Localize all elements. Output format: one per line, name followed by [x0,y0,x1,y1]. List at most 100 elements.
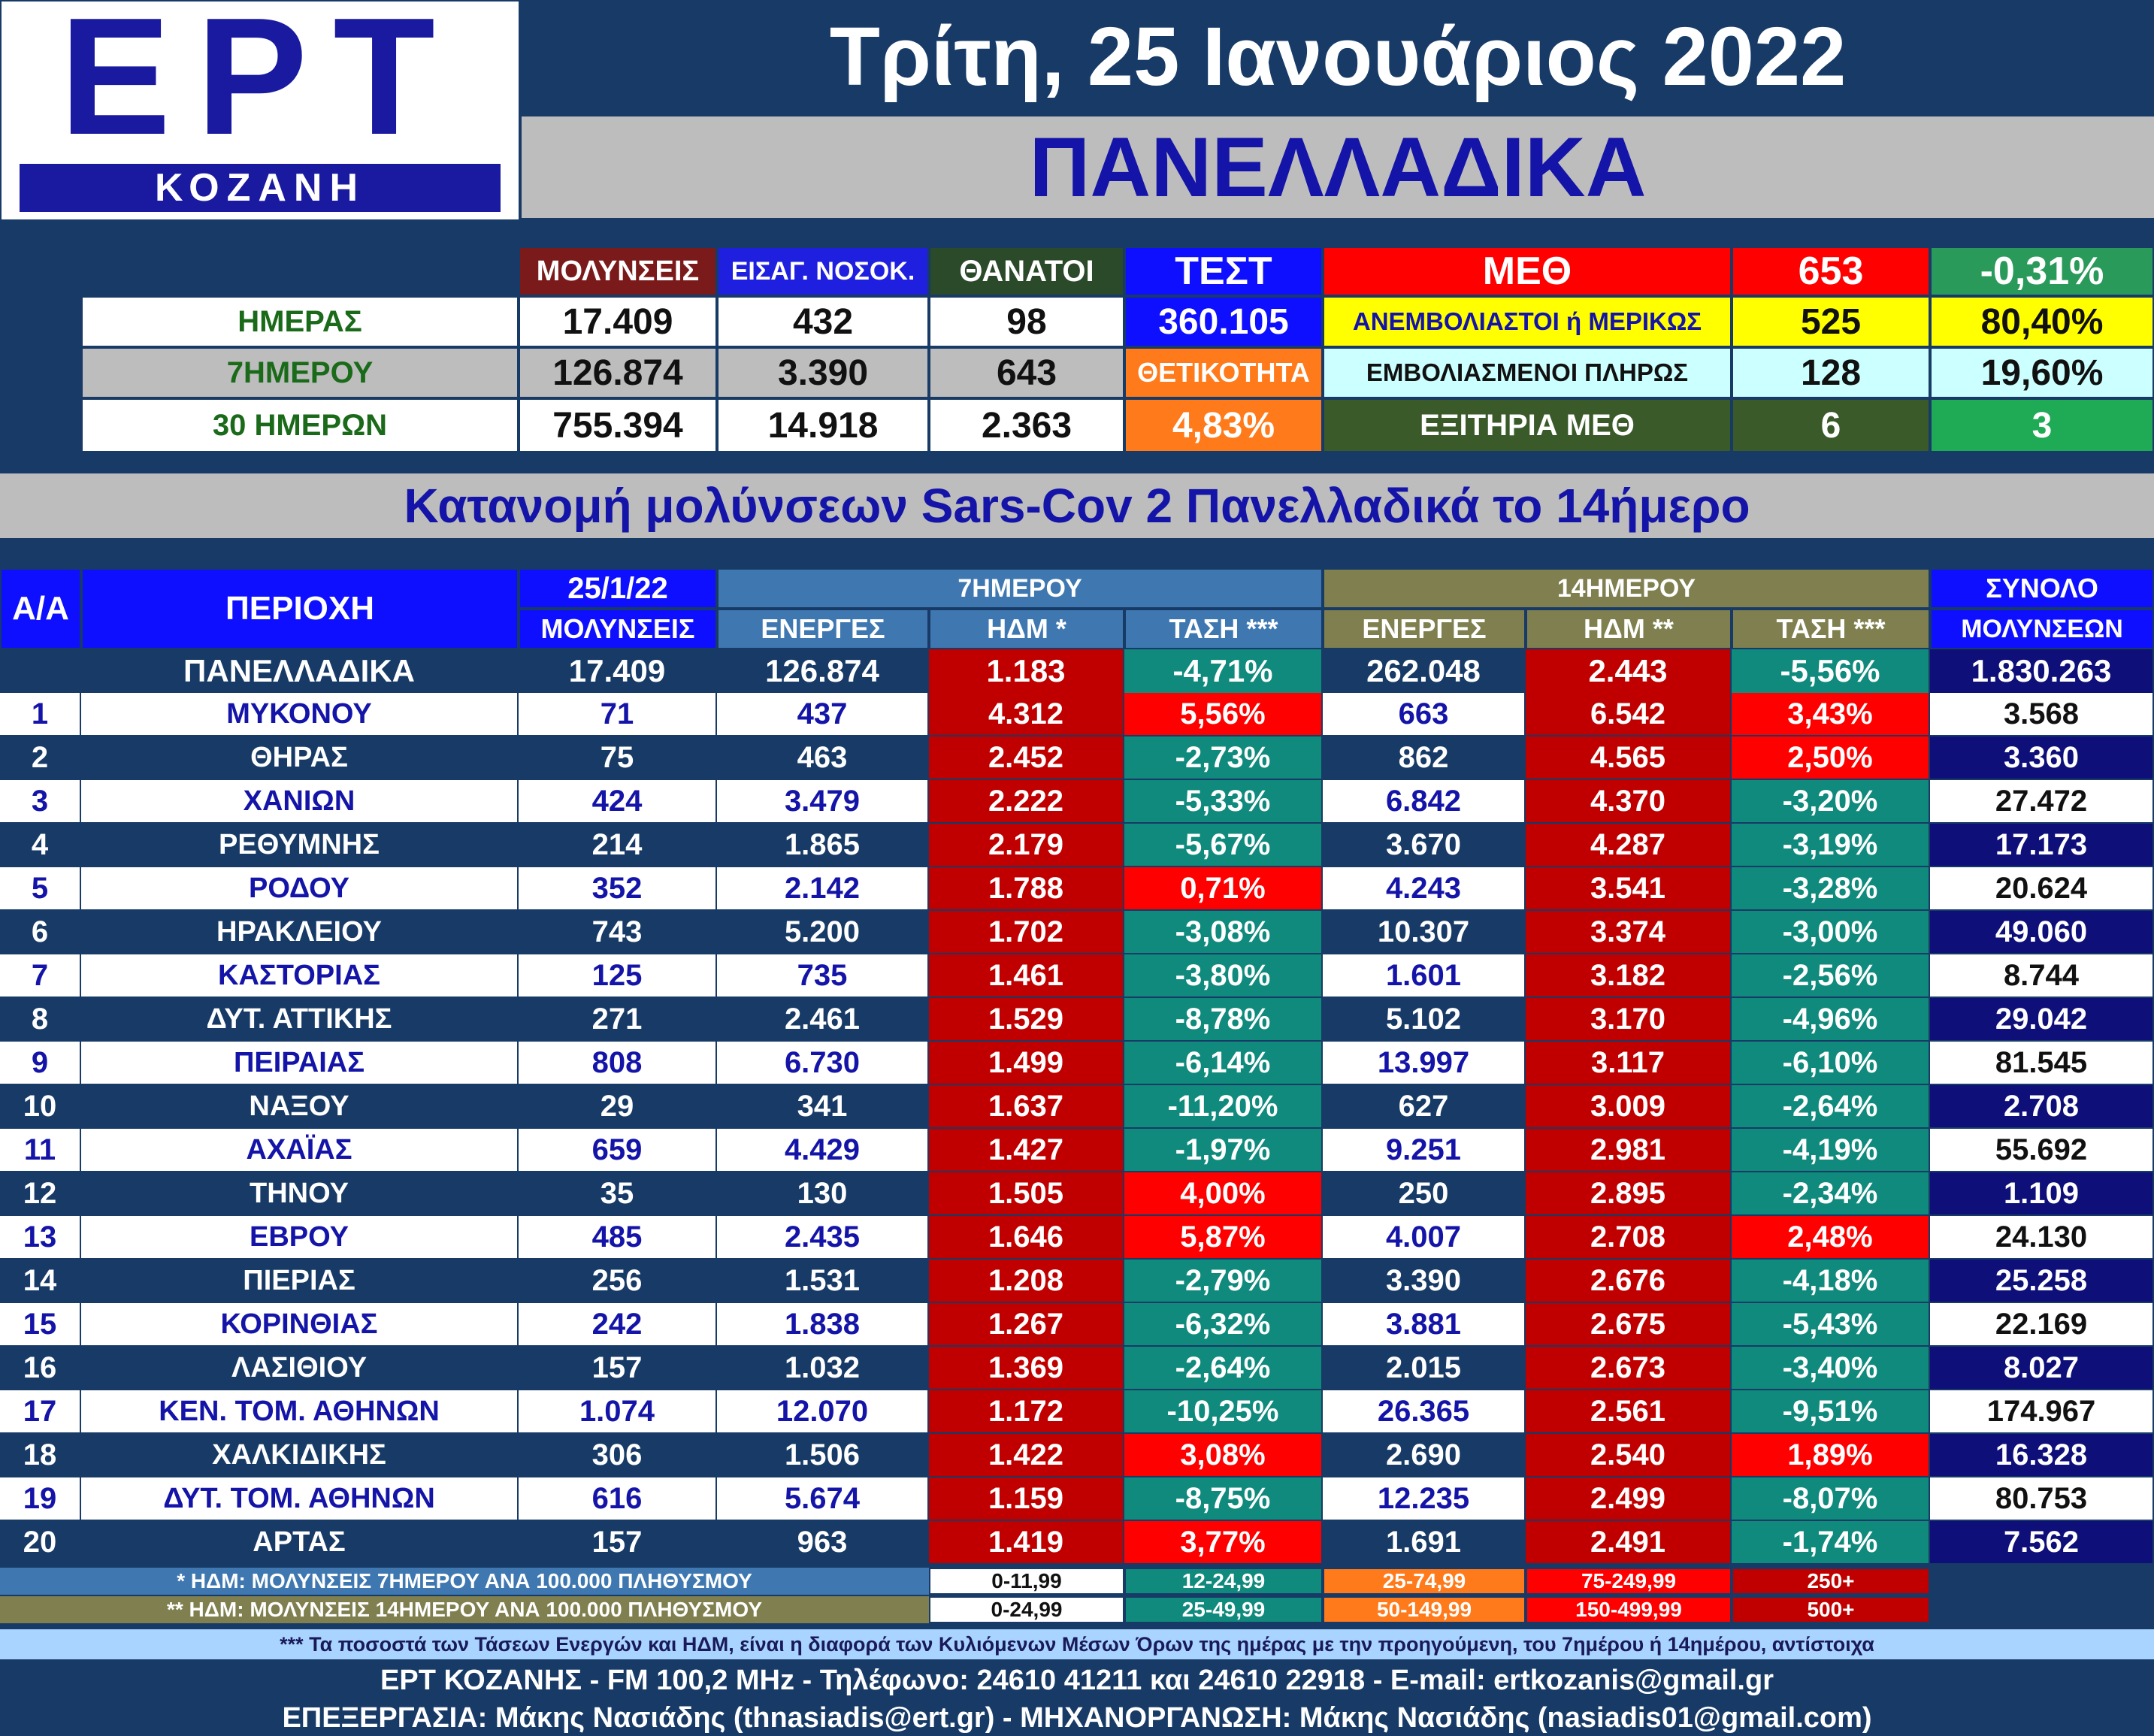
cell-n7: 1.529 [929,998,1124,1040]
cell-n7: 1.208 [929,1260,1124,1302]
cell-n14: 2.561 [1526,1390,1732,1432]
cell-aa: 4 [0,824,81,866]
cell-t14: -4,19% [1732,1129,1930,1171]
header-trend-14: ΤΑΣΗ *** [1732,609,1930,649]
cell-t14: -8,07% [1732,1477,1930,1520]
cell-aa: 2 [0,736,81,779]
cell-t7: -2,73% [1124,736,1323,779]
cell-n14: 2.499 [1526,1477,1732,1520]
header-7day: 7ΗΜΕΡΟΥ [717,568,1323,609]
cell-total: 22.169 [1930,1303,2154,1345]
cell-n7: 1.461 [929,954,1124,997]
cell-t7: -1,97% [1124,1129,1323,1171]
cell-a14: 3.881 [1323,1303,1526,1345]
cell-t7: -2,79% [1124,1260,1323,1302]
summary-month-deaths: 2.363 [929,398,1124,452]
cell-a7: 5.674 [717,1477,929,1520]
cell-n7: 1.646 [929,1216,1124,1258]
cell-t7: -10,25% [1124,1390,1323,1432]
cell-today: 157 [519,1347,717,1389]
cell-aa: 3 [0,780,81,822]
cell-a7: 5.200 [717,911,929,953]
cell-aa: 10 [0,1085,81,1127]
icu-discharges-label: ΕΞΙΤΗΡΙΑ ΜΕΘ [1323,398,1732,452]
cell-a14: 3.670 [1323,824,1526,866]
cell-n7: 1.419 [929,1521,1124,1563]
cell-t7: 4,00% [1124,1172,1323,1214]
cell-n14: 3.117 [1526,1042,1732,1084]
legend-row14-cell: 150-499,99 [1526,1596,1732,1623]
cell-a14: 862 [1323,736,1526,779]
cell-t7: -6,32% [1124,1303,1323,1345]
cell-t14: -3,20% [1732,780,1930,822]
national-active-14: 262.048 [1323,649,1526,693]
cell-today: 71 [519,693,717,735]
cell-t7: -5,67% [1124,824,1323,866]
summary-header-tests: ΤΕΣΤ [1124,246,1323,296]
cell-total: 7.562 [1930,1521,2154,1563]
header-region: ΠΕΡΙΟΧΗ [81,568,519,649]
cell-n14: 2.981 [1526,1129,1732,1171]
cell-aa: 9 [0,1042,81,1084]
icu-total: 653 [1732,246,1930,296]
cell-today: 659 [519,1129,717,1171]
table-row: 14 ΠΙΕΡΙΑΣ 256 1.531 1.208 -2,79% 3.390 2.676 -4… [0,1260,2154,1303]
cell-t7: 5,87% [1124,1216,1323,1258]
page-date: Τρίτη, 25 Ιανουάριος 2022 [829,10,1847,103]
cell-t7: 5,56% [1124,693,1323,735]
cell-region: ΑΡΤΑΣ [81,1521,519,1563]
header-infections: ΜΟΛΥΝΣΕΙΣ [519,609,717,649]
cell-a14: 2.690 [1323,1434,1526,1476]
cell-n7: 2.452 [929,736,1124,779]
legend-row14-cell: 25-49,99 [1124,1596,1323,1623]
cell-n14: 3.541 [1526,867,1732,909]
cell-n7: 1.267 [929,1303,1124,1345]
cell-t14: -4,96% [1732,998,1930,1040]
cell-t7: 3,08% [1124,1434,1323,1476]
cell-total: 55.692 [1930,1129,2154,1171]
cell-n7: 1.788 [929,867,1124,909]
cell-a7: 963 [717,1521,929,1563]
summary-positivity-label: ΘΕΤΙΚΟΤΗΤΑ [1124,347,1323,398]
cell-n7: 1.505 [929,1172,1124,1214]
cell-t7: -6,14% [1124,1042,1323,1084]
cell-aa: 19 [0,1477,81,1520]
cell-n14: 2.708 [1526,1216,1732,1258]
legend-row14-cell: 50-149,99 [1323,1596,1526,1623]
cell-today: 75 [519,736,717,779]
table-row: 15 ΚΟΡΙΝΘΙΑΣ 242 1.838 1.267 -6,32% 3.881 2.675… [0,1303,2154,1347]
cell-total: 29.042 [1930,998,2154,1040]
table-row: 9 ΠΕΙΡΑΙΑΣ 808 6.730 1.499 -6,14% 13.997 3.117-… [0,1042,2154,1085]
cell-today: 214 [519,824,717,866]
header-active-7: ΕΝΕΡΓΕΣ [717,609,929,649]
table-row: 1 ΜΥΚΟΝΟΥ 71 437 4.312 5,56% 663 6.542 3,43% 3.56… [0,693,2154,736]
cell-today: 35 [519,1172,717,1214]
cell-a14: 3.390 [1323,1260,1526,1302]
table-row: 7 ΚΑΣΤΟΡΙΑΣ 125 735 1.461 -3,80% 1.601 3.182 -2,… [0,954,2154,998]
icu-vaccinated-count: 128 [1732,347,1930,398]
cell-total: 25.258 [1930,1260,2154,1302]
cell-a7: 12.070 [717,1390,929,1432]
cell-n7: 2.222 [929,780,1124,822]
cell-a7: 130 [717,1172,929,1214]
cell-a14: 1.601 [1323,954,1526,997]
cell-a7: 6.730 [717,1042,929,1084]
ert-logo-city: ΚΟΖΑΝΗ [20,164,501,212]
table-row: 6 ΗΡΑΚΛΕΙΟΥ 743 5.200 1.702 -3,08% 10.307 3.374… [0,911,2154,954]
cell-n7: 1.159 [929,1477,1124,1520]
legend-row14-cell: 0-24,99 [929,1596,1124,1623]
cell-n7: 1.637 [929,1085,1124,1127]
cell-t7: -3,08% [1124,911,1323,953]
header-active-14: ΕΝΕΡΓΕΣ [1323,609,1526,649]
summary-row-week-label: 7ΗΜΕΡΟΥ [81,347,519,398]
cell-today: 743 [519,911,717,953]
cell-a7: 3.479 [717,780,929,822]
header-14day: 14ΗΜΕΡΟΥ [1323,568,1930,609]
cell-n7: 1.172 [929,1390,1124,1432]
legend-ndm14-label: ** ΗΔΜ: ΜΟΛΥΝΣΕΙΣ 14ΗΜΕΡΟΥ ΑΝΑ 100.000 Π… [0,1596,929,1623]
cell-aa: 1 [0,693,81,735]
national-ndm-7: 1.183 [929,649,1124,693]
cell-t14: -3,19% [1732,824,1930,866]
cell-n14: 3.009 [1526,1085,1732,1127]
header-aa: Α/Α [0,568,81,649]
